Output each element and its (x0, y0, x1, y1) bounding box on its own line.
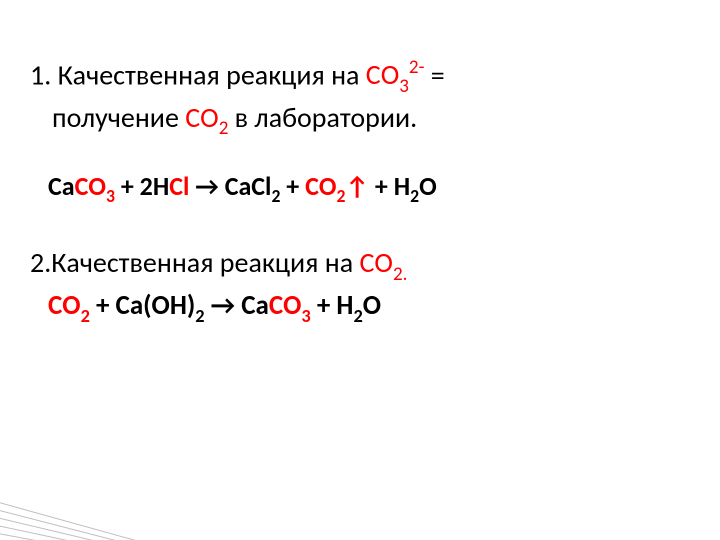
co2-title: СО2. (359, 245, 407, 280)
eq1-caco3-ca: Са (48, 170, 75, 202)
equation-1: СаСО3 + 2НCl → СаСl2 + СО2↑ + Н2О (48, 169, 690, 208)
eq2-h2o-sub: 2 (353, 305, 362, 327)
eq2-caoh-sub: 2 (195, 305, 204, 327)
ion-sub: 3 (399, 75, 409, 98)
eq2-arrow: → (205, 289, 242, 322)
eq1-cacl2-sub: 2 (271, 185, 280, 207)
item1-line1: 1. Качественная реакция на СО32- = (30, 56, 690, 99)
eq1-co2-sub: 2 (336, 185, 345, 207)
eq1-plus-2h: + 2Н (115, 170, 169, 202)
eq1-co2: СО2↑ (305, 170, 369, 202)
eq1-cl: Cl (169, 170, 189, 202)
item2-line: 2.Качественная реакция на СО2. (30, 244, 690, 286)
eq1-cacl2: СаСl (225, 170, 272, 202)
ion-base: СО (366, 57, 399, 92)
eq1-co: СО (75, 170, 106, 202)
equation-2: СО2 + Са(ОН)2 → СаСО3 + Н2О (48, 288, 690, 327)
eq1-plus2: + (280, 170, 305, 202)
co2-inline: СО2 (185, 100, 228, 135)
eq2-plus-h: + Н (311, 289, 354, 322)
eq2-caco3-co3: СО3 (269, 289, 311, 322)
eq1-co2-base: СО (305, 170, 336, 202)
co2-title-sub: 2. (393, 263, 407, 286)
eq2-h2o-o: О (363, 289, 381, 322)
eq2-co2: СО2 (48, 289, 90, 322)
eq2-co2-sub: 2 (81, 305, 90, 327)
carbonate-ion: СО32- (366, 57, 425, 92)
item1-mid-text: получение (52, 100, 185, 135)
co2-title-base: СО (359, 245, 392, 280)
eq1-co-sub: 3 (106, 185, 115, 207)
spacer (30, 208, 690, 238)
item1-prefix: 1. Качественная реакция на (30, 57, 366, 92)
item2-prefix: 2.Качественная реакция на (30, 245, 359, 280)
ion-sup: 2- (409, 56, 424, 79)
eq1-h2o-sub: 2 (410, 185, 419, 207)
eq2-co-sub: 3 (301, 305, 310, 327)
item1-suffix: в лаборатории. (228, 100, 417, 135)
item1-mid-eq: = (424, 57, 444, 92)
item1-line2: получение СО2 в лаборатории. (52, 99, 690, 141)
gas-base: СО (185, 100, 218, 135)
gas-sub: 2 (219, 117, 229, 140)
eq2-co: СО (269, 289, 302, 322)
eq1-plus-h: + Н (369, 170, 410, 202)
corner-lines-decoration (0, 460, 180, 540)
eq2-plus-caoh: + Са(ОН) (90, 289, 195, 322)
eq1-h2o-o: О (419, 170, 437, 202)
eq2-caco3-ca: Са (241, 289, 269, 322)
eq1-arrow: → (189, 170, 224, 202)
eq2-co2-base: СО (48, 289, 81, 322)
slide: 1. Качественная реакция на СО32- = получ… (0, 0, 720, 540)
eq1-gas-arrow: ↑ (345, 170, 369, 202)
eq1-caco3-co3: СО3 (75, 170, 115, 202)
